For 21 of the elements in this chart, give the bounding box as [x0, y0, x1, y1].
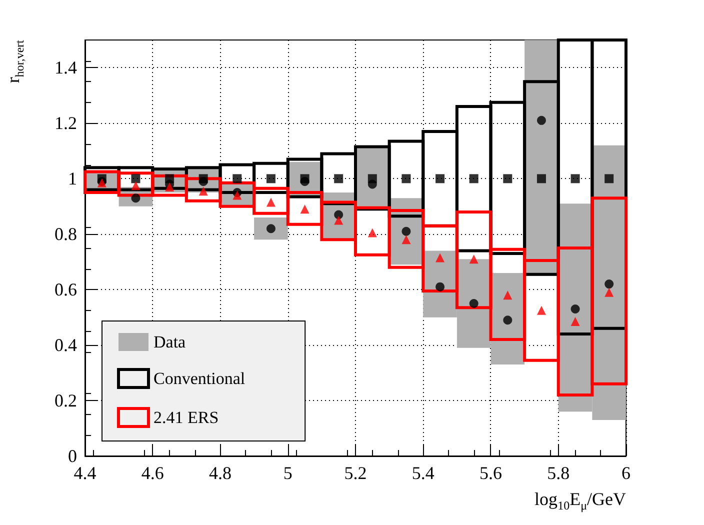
x-tick-label: 5.6 — [480, 463, 502, 483]
y-tick-label: 1.2 — [54, 113, 77, 134]
x-tick-label: 4.6 — [141, 463, 164, 483]
x-tick-label: 6 — [622, 463, 630, 483]
x-tick-label: 4.4 — [74, 463, 96, 483]
x-axis-title: log$_{10}$E$_{μ}$/GeV — [534, 489, 626, 513]
legend-label: 2.41 ERS — [154, 408, 219, 427]
x-tick-label: 5.8 — [547, 463, 570, 483]
y-tick-label: 1 — [68, 168, 77, 189]
legend-label: Data — [154, 332, 186, 352]
x-tick-label: 5.2 — [344, 463, 367, 483]
y-tick-label: 0.8 — [54, 224, 77, 244]
y-tick-label: 0.4 — [54, 335, 77, 356]
x-tick-label: 5 — [283, 463, 292, 483]
x-tick-label: 4.8 — [209, 463, 232, 483]
y-tick-label: 0.6 — [54, 280, 77, 300]
y-tick-label: 0 — [68, 446, 77, 466]
y-tick-label: 1.4 — [54, 58, 77, 78]
y-tick-label: 0.2 — [54, 390, 77, 411]
x-tick-label: 5.4 — [412, 463, 434, 483]
legend-label: Conventional — [154, 369, 246, 388]
